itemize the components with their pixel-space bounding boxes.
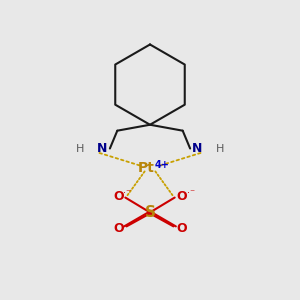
Text: H: H [76, 143, 84, 154]
Text: ·⁻: ·⁻ [187, 188, 195, 198]
Text: 4+: 4+ [155, 160, 170, 170]
Text: O: O [176, 190, 187, 202]
Text: H: H [216, 143, 224, 154]
Text: N: N [97, 142, 108, 155]
Text: O: O [113, 190, 124, 202]
Text: O: O [113, 222, 124, 235]
Text: N: N [192, 142, 203, 155]
Text: ·⁻: ·⁻ [123, 188, 131, 198]
Text: S: S [145, 205, 155, 220]
Text: O: O [176, 222, 187, 235]
Text: Pt: Pt [138, 161, 155, 175]
